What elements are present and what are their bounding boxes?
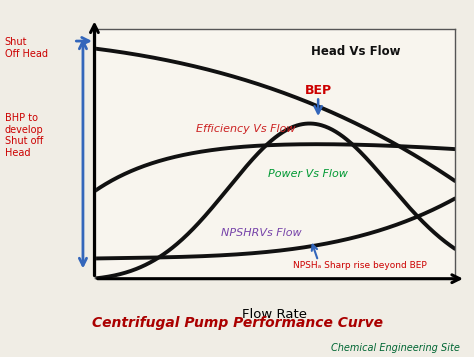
Text: Head Vs Flow: Head Vs Flow: [311, 45, 401, 57]
Text: Flow Rate: Flow Rate: [242, 308, 308, 321]
Text: Power Vs Flow: Power Vs Flow: [268, 169, 347, 178]
Text: Chemical Engineering Site: Chemical Engineering Site: [331, 343, 460, 353]
Text: Efficiency Vs Flow: Efficiency Vs Flow: [196, 124, 295, 134]
Text: Centrifugal Pump Performance Curve: Centrifugal Pump Performance Curve: [91, 316, 383, 330]
Text: Shut
Off Head: Shut Off Head: [5, 37, 48, 59]
Text: NPSHRVs Flow: NPSHRVs Flow: [221, 228, 301, 238]
Text: NPSHₐ Sharp rise beyond BEP: NPSHₐ Sharp rise beyond BEP: [293, 261, 427, 271]
Text: BEP: BEP: [305, 84, 332, 97]
Text: BHP to
develop
Shut off
Head: BHP to develop Shut off Head: [5, 113, 44, 158]
